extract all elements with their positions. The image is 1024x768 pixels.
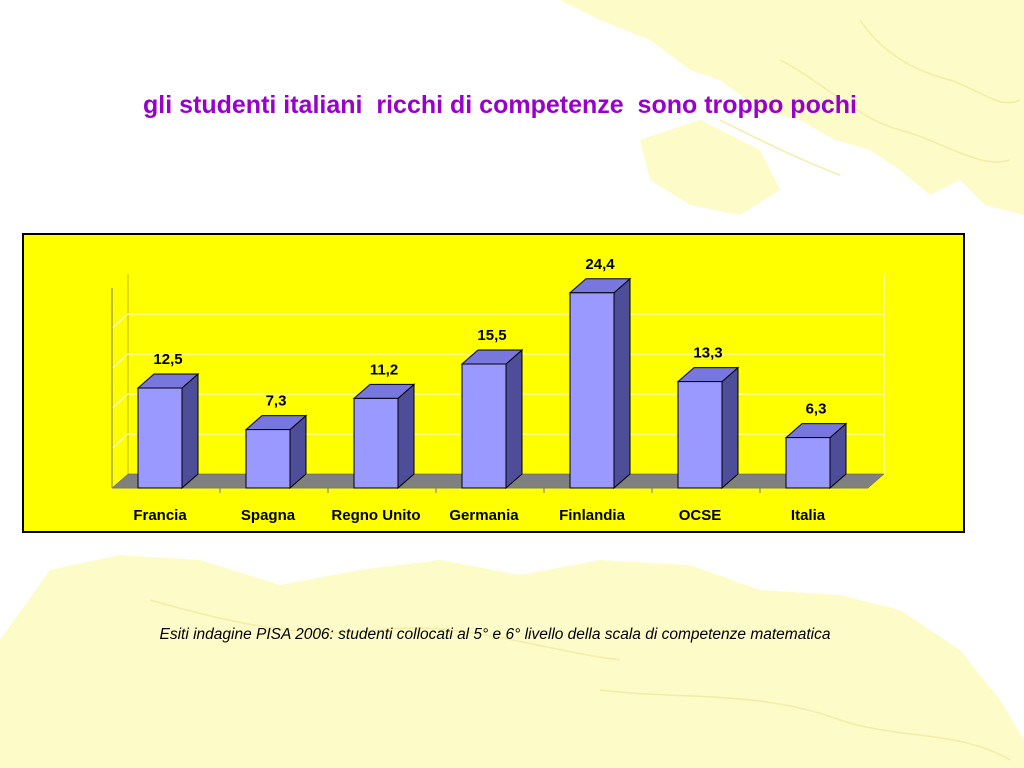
x-tick-label: OCSE <box>679 507 722 524</box>
bar-side <box>613 277 631 490</box>
gridline-side <box>111 393 129 409</box>
bar-side <box>397 383 415 490</box>
bar-side <box>505 348 523 490</box>
bar-chart: 12,5 Francia 7,3 Spagna 11,2 Regno Unito 15,5 G… <box>22 233 965 533</box>
x-tick-label: Regno Unito <box>331 507 420 524</box>
data-label: 13,3 <box>693 345 722 362</box>
chart-canvas: 12,5 Francia 7,3 Spagna 11,2 Regno Unito 15,5 G… <box>111 256 885 524</box>
x-tick-label: Spagna <box>241 507 296 524</box>
x-tick-label: Finlandia <box>559 507 625 524</box>
x-tick-label: Germania <box>449 507 519 524</box>
bar <box>245 429 291 489</box>
data-label: 11,2 <box>370 361 398 378</box>
data-label: 15,5 <box>477 327 506 344</box>
slide-title: gli studenti italiani ricchi di competen… <box>143 91 857 119</box>
x-tick-label: Francia <box>133 507 187 524</box>
gridline-side <box>111 313 129 329</box>
bar-side <box>181 372 199 490</box>
gridline-side <box>111 433 129 449</box>
gridline-side <box>111 353 129 369</box>
data-label: 7,3 <box>266 393 287 410</box>
data-label: 24,4 <box>585 256 615 273</box>
bar <box>137 387 183 489</box>
bar <box>569 292 615 489</box>
bar <box>353 397 399 489</box>
bar <box>677 381 723 489</box>
data-label: 12,5 <box>153 351 182 368</box>
data-label: 6,3 <box>806 401 827 418</box>
x-tick-label: Italia <box>791 507 826 524</box>
bar <box>461 363 507 489</box>
bar <box>785 437 831 489</box>
bar-side <box>721 366 739 490</box>
caption: Esiti indagine PISA 2006: studenti collo… <box>159 626 831 643</box>
